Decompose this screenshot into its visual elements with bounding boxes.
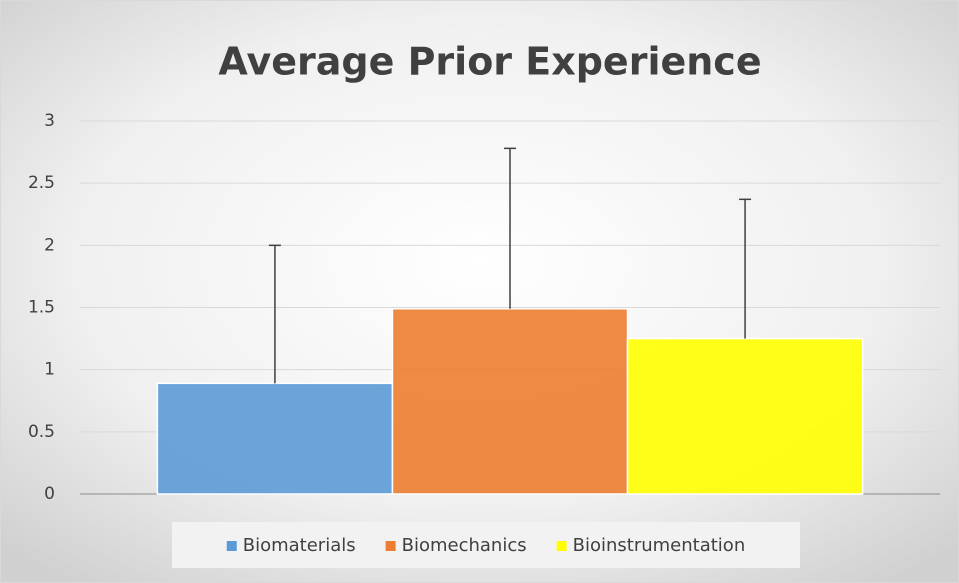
- legend-swatch: [556, 541, 567, 551]
- legend-label: Biomechanics: [402, 535, 527, 556]
- chart-title: Average Prior Experience: [218, 40, 761, 84]
- legend-swatch: [226, 541, 237, 551]
- bar: [626, 337, 864, 495]
- legend-label: Bioinstrumentation: [573, 535, 746, 556]
- y-tick-label: 3: [44, 111, 55, 131]
- y-tick-label: 0.5: [28, 422, 55, 442]
- y-tick-label: 2: [44, 235, 55, 255]
- legend-box: [172, 522, 800, 568]
- legend-label: Biomaterials: [243, 535, 356, 556]
- bar: [156, 382, 394, 495]
- legend-swatch: [385, 541, 396, 551]
- y-tick-label: 1: [44, 360, 55, 380]
- y-tick-label: 1.5: [28, 298, 55, 318]
- y-tick-label: 0: [44, 484, 55, 504]
- bar: [391, 307, 629, 495]
- y-tick-label: 2.5: [28, 173, 55, 193]
